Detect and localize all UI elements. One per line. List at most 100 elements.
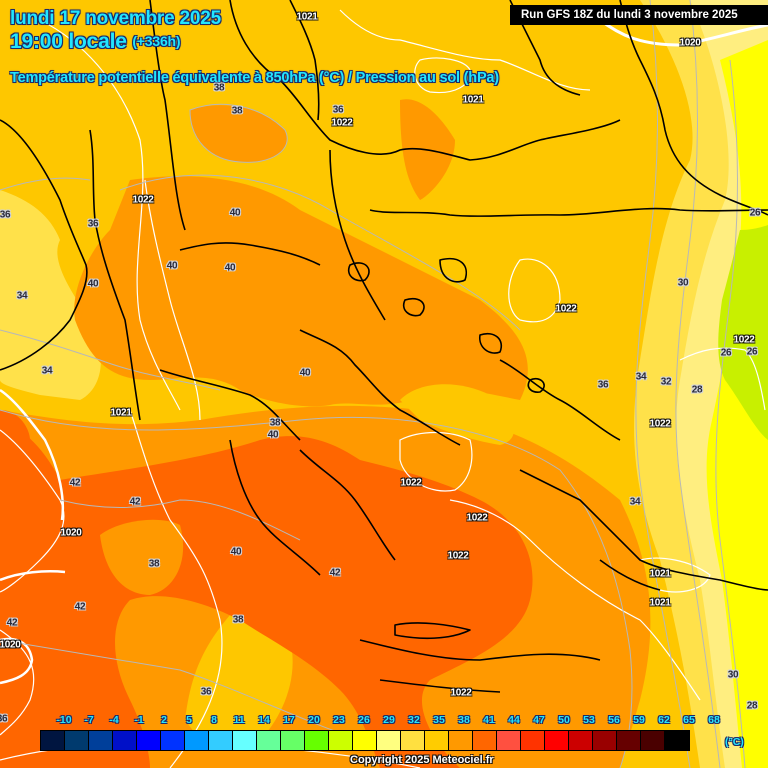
theta-e-contour-label: 42 (69, 477, 81, 489)
isobar-label: 1022 (450, 687, 472, 699)
legend-swatch (65, 731, 89, 750)
legend-tick: -7 (84, 714, 94, 726)
legend-swatch (89, 731, 113, 750)
legend-tick: 17 (283, 714, 295, 726)
isobar-label: 1021 (110, 407, 132, 419)
legend-tick: 35 (433, 714, 445, 726)
legend-swatch (617, 731, 641, 750)
legend-swatch (161, 731, 185, 750)
legend-swatch (569, 731, 593, 750)
legend-tick: 41 (483, 714, 495, 726)
legend-swatch (113, 731, 137, 750)
theta-e-contour-label: 40 (229, 207, 241, 219)
theta-e-contour-label: 42 (129, 496, 141, 508)
legend-swatch (497, 731, 521, 750)
legend-swatch (329, 731, 353, 750)
forecast-time-label: 19:00 locale (10, 30, 127, 53)
legend-swatch (449, 731, 473, 750)
theta-e-contour-label: 34 (16, 290, 28, 302)
legend-swatch (185, 731, 209, 750)
theta-e-contour-label: 36 (0, 713, 8, 725)
theta-e-contour-label: 36 (0, 209, 11, 221)
theta-e-contour-label: 32 (660, 376, 672, 388)
legend-swatch (281, 731, 305, 750)
legend-swatch (521, 731, 545, 750)
legend-unit: (°C) (725, 736, 744, 748)
theta-e-contour-label: 34 (629, 496, 641, 508)
legend-swatch (377, 731, 401, 750)
legend-swatch (41, 731, 65, 750)
theta-e-contour-label: 40 (224, 262, 236, 274)
legend-tick-labels: -10 -7 -4 -1 2 5 8 11 14 17 20 23 26 29 32 35 38 41 44 47 50… (40, 714, 720, 728)
isobar-label: 1022 (555, 303, 577, 315)
theta-e-contour-label: 26 (746, 346, 758, 358)
isobar-label: 1022 (466, 512, 488, 524)
legend-tick: 62 (658, 714, 670, 726)
isobar-label: 1022 (400, 477, 422, 489)
legend-color-bar (40, 730, 690, 751)
isobar-label: 1020 (0, 639, 21, 651)
theta-e-contour-label: 34 (635, 371, 647, 383)
isobar-label: 1021 (462, 94, 484, 106)
isobar-label: 1022 (331, 117, 353, 129)
theta-e-contour-label: 30 (727, 669, 739, 681)
legend-tick: 47 (533, 714, 545, 726)
legend-tick: 38 (458, 714, 470, 726)
legend-swatch (305, 731, 329, 750)
theta-e-contour-label: 36 (87, 218, 99, 230)
legend-tick: 32 (408, 714, 420, 726)
theta-e-contour-label: 28 (691, 384, 703, 396)
isobar-label: 1021 (649, 597, 671, 609)
forecast-time: 19:00 locale (+336h) (10, 30, 181, 54)
theta-e-contour-label: 40 (267, 429, 279, 441)
legend-swatch (425, 731, 449, 750)
copyright-notice: Copyright 2025 Meteociel.fr (350, 754, 494, 766)
legend-tick: 8 (211, 714, 217, 726)
isobar-label: 1022 (132, 194, 154, 206)
map-subtitle: Température potentielle équivalente à 85… (10, 70, 499, 86)
legend-tick: 2 (161, 714, 167, 726)
legend-tick: 20 (308, 714, 320, 726)
isobar-label: 1022 (447, 550, 469, 562)
theta-e-contour-label: 38 (213, 82, 225, 94)
legend-swatch (257, 731, 281, 750)
legend-swatch (473, 731, 497, 750)
legend-swatch (137, 731, 161, 750)
isobar-label: 1021 (296, 11, 318, 23)
legend-swatch (353, 731, 377, 750)
legend-swatch (641, 731, 665, 750)
legend-swatch (545, 731, 569, 750)
theta-e-contour-label: 36 (332, 104, 344, 116)
theta-e-contour-label: 42 (74, 601, 86, 613)
legend-tick: 53 (583, 714, 595, 726)
theta-e-contour-label: 42 (329, 567, 341, 579)
legend-tick: -4 (109, 714, 119, 726)
legend-tick: 50 (558, 714, 570, 726)
theta-e-contour-label: 40 (230, 546, 242, 558)
isobar-label: 1021 (649, 568, 671, 580)
theta-e-contour-label: 34 (41, 365, 53, 377)
isobar-label: 1022 (649, 418, 671, 430)
forecast-date: lundi 17 novembre 2025 (10, 8, 222, 29)
theta-e-contour-label: 38 (231, 105, 243, 117)
legend-tick: 23 (333, 714, 345, 726)
legend-swatch (209, 731, 233, 750)
legend-tick: 11 (233, 714, 245, 726)
theta-e-contour-label: 42 (6, 617, 18, 629)
legend-tick: -10 (56, 714, 72, 726)
theta-e-contour-label: 40 (166, 260, 178, 272)
legend-tick: 44 (508, 714, 520, 726)
legend-swatch (401, 731, 425, 750)
model-run-info: Run GFS 18Z du lundi 3 novembre 2025 (510, 5, 768, 25)
forecast-lead-time: (+336h) (132, 33, 181, 49)
theta-e-contour-label: 36 (200, 686, 212, 698)
theta-e-contour-label: 38 (148, 558, 160, 570)
isobar-label: 1020 (679, 37, 701, 49)
legend-tick: 68 (708, 714, 720, 726)
legend-tick: 65 (683, 714, 695, 726)
legend-tick: 59 (633, 714, 645, 726)
legend-tick: 5 (186, 714, 192, 726)
theta-e-contour-label: 30 (677, 277, 689, 289)
legend-tick: 29 (383, 714, 395, 726)
